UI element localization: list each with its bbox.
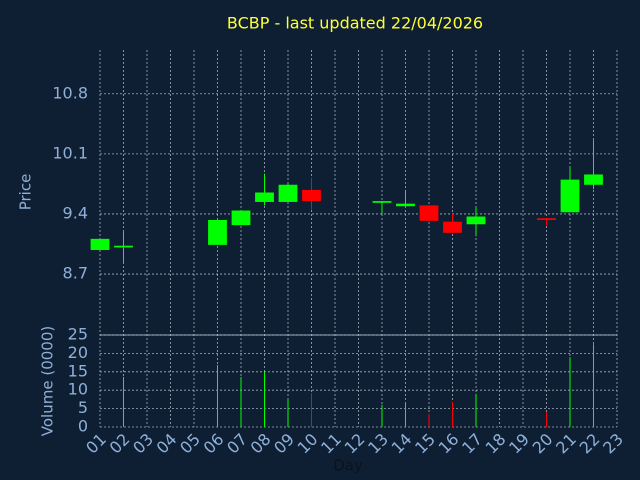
volume-tick-label: 5 (78, 398, 88, 417)
volume-tick-label: 0 (78, 417, 88, 436)
volume-tick-label: 10 (68, 380, 88, 399)
candle-body (278, 184, 298, 202)
candle-body (466, 216, 486, 225)
candle-body (419, 205, 439, 221)
x-axis-label: Day (333, 457, 363, 475)
candle-body (396, 203, 415, 207)
volume-tick-label: 25 (68, 325, 88, 344)
candle-body (208, 219, 227, 245)
volume-axis-label: Volume (0000) (39, 326, 57, 436)
candle-body (90, 238, 110, 251)
volume-tick-label: 15 (68, 361, 88, 380)
candle-body (255, 192, 274, 202)
y-tick-label: 9.4 (63, 203, 88, 222)
y-tick-label: 10.1 (52, 143, 88, 162)
candle-body (372, 201, 392, 203)
candle-body (584, 174, 603, 185)
chart-title: BCBP - last updated 22/04/2026 (227, 14, 483, 33)
candle-body (560, 179, 580, 213)
y-axis-label: Price (17, 174, 35, 211)
volume-tick-label: 20 (68, 343, 88, 362)
y-tick-label: 10.8 (52, 83, 88, 102)
candle-body (231, 210, 251, 226)
candle-body (537, 218, 556, 220)
y-tick-label: 8.7 (63, 264, 88, 283)
candle-body (302, 189, 321, 202)
candle-body (443, 221, 462, 233)
candle-body (114, 245, 133, 248)
